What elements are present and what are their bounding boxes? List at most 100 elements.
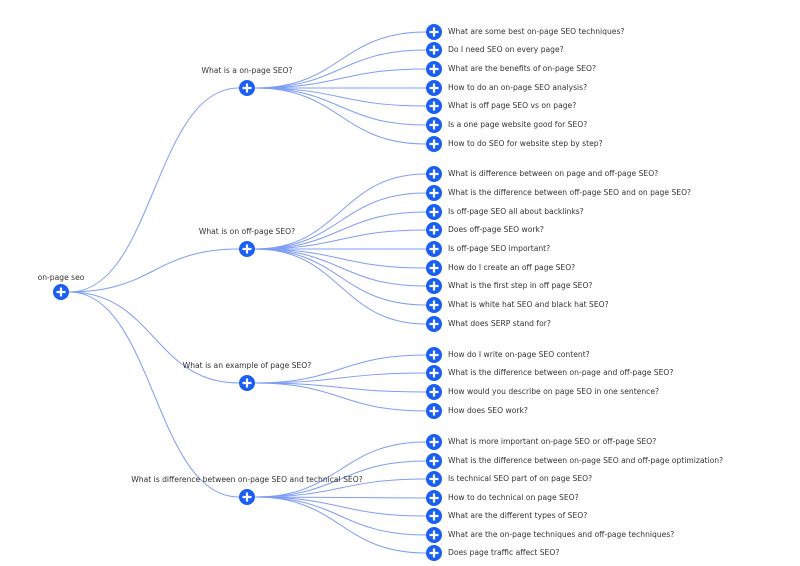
question-node-expand-button[interactable] <box>426 185 442 201</box>
edge-topic-to-question <box>254 496 427 499</box>
question-node-label: What is the first step in off page SEO? <box>448 281 593 290</box>
question-node-expand-button[interactable] <box>426 61 442 77</box>
question-node-expand-button[interactable] <box>426 453 442 469</box>
plus-circle-icon <box>429 493 439 503</box>
question-node-expand-button[interactable] <box>426 365 442 381</box>
edge-topic-to-question <box>254 87 427 107</box>
edge-topic-to-question <box>254 173 427 250</box>
topic-node-expand-button[interactable] <box>239 489 255 505</box>
edge-root-to-topic <box>68 291 240 384</box>
question-node-expand-button[interactable] <box>426 434 442 450</box>
plus-circle-icon <box>242 378 252 388</box>
plus-circle-icon <box>429 188 439 198</box>
plus-circle-icon <box>429 300 439 310</box>
edge-topic-to-question <box>254 229 427 250</box>
question-node-label: How does SEO work? <box>448 406 528 415</box>
plus-circle-icon <box>56 287 66 297</box>
plus-circle-icon <box>429 83 439 93</box>
question-node-expand-button[interactable] <box>426 347 442 363</box>
question-node-expand-button[interactable] <box>426 490 442 506</box>
edge-topic-to-question <box>254 248 427 287</box>
question-node-label: How to do technical on page SEO? <box>448 493 579 502</box>
question-node-label: What are the different types of SEO? <box>448 511 588 520</box>
question-node-expand-button[interactable] <box>426 204 442 220</box>
question-node-expand-button[interactable] <box>426 508 442 524</box>
question-node-label: Is a one page website good for SEO? <box>448 120 588 129</box>
plus-circle-icon <box>429 511 439 521</box>
topic-node-label: What is a on-page SEO? <box>201 66 293 75</box>
topic-node-expand-button[interactable] <box>239 375 255 391</box>
question-node-expand-button[interactable] <box>426 403 442 419</box>
plus-circle-icon <box>429 27 439 37</box>
question-node-label: How do I write on-page SEO content? <box>448 350 590 359</box>
plus-circle-icon <box>429 548 439 558</box>
root-node-expand-button[interactable] <box>53 284 69 300</box>
question-node-label: Is technical SEO part of on page SEO? <box>448 474 593 483</box>
question-node-label: What is the difference between on-page a… <box>448 368 674 377</box>
question-node-label: Is off-page SEO important? <box>448 244 551 253</box>
question-node-label: What is the difference between on-page S… <box>448 456 724 465</box>
plus-circle-icon <box>429 530 439 540</box>
edge-root-to-topic <box>68 291 240 498</box>
question-node-expand-button[interactable] <box>426 80 442 96</box>
plus-circle-icon <box>429 437 439 447</box>
plus-circle-icon <box>242 492 252 502</box>
edge-topic-to-question <box>254 87 427 145</box>
edge-topic-to-question <box>254 248 427 306</box>
plus-circle-icon <box>429 64 439 74</box>
question-node-expand-button[interactable] <box>426 316 442 332</box>
question-node-expand-button[interactable] <box>426 545 442 561</box>
edge-topic-to-question <box>254 382 427 412</box>
question-node-expand-button[interactable] <box>426 136 442 152</box>
plus-circle-icon <box>242 244 252 254</box>
plus-circle-icon <box>429 120 439 130</box>
topic-node-expand-button[interactable] <box>239 80 255 96</box>
edge-topic-to-question <box>254 31 427 89</box>
question-node-label: Does off-page SEO work? <box>448 225 544 234</box>
question-node-expand-button[interactable] <box>426 241 442 257</box>
question-node-expand-button[interactable] <box>426 278 442 294</box>
question-node-expand-button[interactable] <box>426 24 442 40</box>
plus-circle-icon <box>429 406 439 416</box>
question-node-label: Is off-page SEO all about backlinks? <box>448 207 584 216</box>
question-node-label: What does SERP stand for? <box>448 319 551 328</box>
edge-topic-to-question <box>254 248 427 269</box>
plus-circle-icon <box>429 368 439 378</box>
plus-circle-icon <box>429 387 439 397</box>
plus-circle-icon <box>429 244 439 254</box>
question-node-label: Do I need SEO on every page? <box>448 45 564 54</box>
question-node-label: Does page traffic affect SEO? <box>448 548 560 557</box>
question-node-label: How would you describe on page SEO in on… <box>448 387 660 396</box>
edge-topic-to-question <box>254 496 427 517</box>
question-node-expand-button[interactable] <box>426 42 442 58</box>
question-node-label: How to do SEO for website step by step? <box>448 139 603 148</box>
question-node-expand-button[interactable] <box>426 527 442 543</box>
edge-root-to-topic <box>68 248 240 293</box>
question-node-expand-button[interactable] <box>426 98 442 114</box>
edge-topic-to-question <box>254 496 427 536</box>
edge-root-to-topic <box>68 87 240 293</box>
plus-circle-icon <box>429 474 439 484</box>
question-node-label: How to do an on-page SEO analysis? <box>448 83 588 92</box>
question-node-label: What are the benefits of on-page SEO? <box>448 64 596 73</box>
edge-topic-to-question <box>254 49 427 89</box>
plus-circle-icon <box>429 101 439 111</box>
topic-node-expand-button[interactable] <box>239 241 255 257</box>
plus-circle-icon <box>429 225 439 235</box>
question-node-label: What is more important on-page SEO or of… <box>448 437 657 446</box>
question-node-expand-button[interactable] <box>426 297 442 313</box>
question-node-expand-button[interactable] <box>426 471 442 487</box>
question-node-expand-button[interactable] <box>426 260 442 276</box>
plus-circle-icon <box>429 319 439 329</box>
question-node-expand-button[interactable] <box>426 166 442 182</box>
question-node-expand-button[interactable] <box>426 222 442 238</box>
question-node-label: What is difference between on page and o… <box>448 169 659 178</box>
question-node-label: How do I create an off page SEO? <box>448 263 576 272</box>
plus-circle-icon <box>242 83 252 93</box>
question-node-expand-button[interactable] <box>426 117 442 133</box>
edge-topic-to-question <box>254 68 427 89</box>
edge-topic-to-question <box>254 87 427 126</box>
question-node-expand-button[interactable] <box>426 384 442 400</box>
question-node-label: What is the difference between off-page … <box>448 188 692 197</box>
